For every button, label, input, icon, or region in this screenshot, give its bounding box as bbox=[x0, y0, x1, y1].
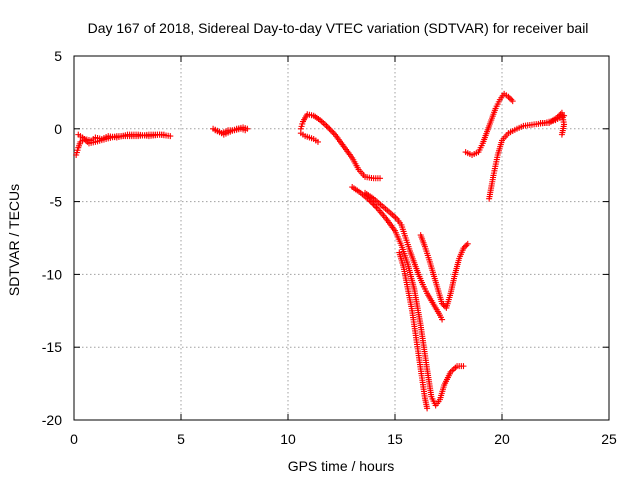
data-point bbox=[464, 240, 471, 247]
series-arc-5b bbox=[417, 232, 471, 311]
series-arc-7b bbox=[537, 109, 568, 138]
data-point bbox=[314, 138, 321, 145]
x-tick-label: 25 bbox=[601, 431, 617, 447]
y-axis-title: SDTVAR / TECUs bbox=[6, 184, 22, 296]
x-tick-label: 10 bbox=[280, 431, 296, 447]
data-point bbox=[326, 125, 333, 132]
data-point bbox=[367, 198, 374, 205]
series-arc-3b bbox=[297, 130, 321, 145]
data-point bbox=[439, 316, 446, 323]
data-point bbox=[369, 200, 376, 207]
x-tick-label: 20 bbox=[494, 431, 510, 447]
grid bbox=[74, 56, 609, 420]
data-point bbox=[329, 128, 336, 135]
data-point bbox=[424, 405, 431, 412]
chart-title: Day 167 of 2018, Sidereal Day-to-day VTE… bbox=[88, 20, 589, 36]
series-arc-6 bbox=[462, 90, 516, 159]
y-tick-label: -15 bbox=[42, 339, 62, 355]
plot-frame bbox=[73, 55, 610, 421]
series-arc-3 bbox=[297, 111, 384, 182]
axis-ticks bbox=[73, 55, 610, 421]
series-arc-4b bbox=[362, 189, 446, 323]
series-arc-5 bbox=[396, 249, 431, 412]
y-tick-label: -20 bbox=[42, 412, 62, 428]
x-tick-label: 0 bbox=[70, 431, 78, 447]
y-tick-label: 0 bbox=[54, 121, 62, 137]
data-point bbox=[324, 124, 331, 131]
series-arc-7 bbox=[486, 112, 568, 202]
series-arc-2b bbox=[212, 125, 249, 137]
data-point bbox=[508, 96, 515, 103]
data-point bbox=[463, 242, 470, 249]
x-tick-labels: 0 5 10 15 20 25 bbox=[70, 431, 617, 447]
data-point bbox=[460, 363, 467, 370]
y-tick-label: 5 bbox=[54, 48, 62, 64]
data-marks bbox=[73, 90, 568, 412]
x-tick-label: 15 bbox=[387, 431, 403, 447]
y-tick-label: -5 bbox=[50, 194, 63, 210]
data-point bbox=[509, 98, 516, 105]
x-tick-label: 5 bbox=[177, 431, 185, 447]
series-arc-1b bbox=[75, 131, 167, 147]
data-point bbox=[558, 131, 565, 138]
data-point bbox=[242, 127, 249, 134]
data-point bbox=[167, 133, 174, 140]
data-point bbox=[506, 95, 513, 102]
data-point bbox=[377, 175, 384, 182]
data-point bbox=[160, 131, 167, 138]
y-tick-labels: -20 -15 -10 -5 0 5 bbox=[42, 48, 62, 428]
y-tick-label: -10 bbox=[42, 266, 62, 282]
x-axis-title: GPS time / hours bbox=[288, 458, 395, 474]
data-point bbox=[327, 127, 334, 134]
